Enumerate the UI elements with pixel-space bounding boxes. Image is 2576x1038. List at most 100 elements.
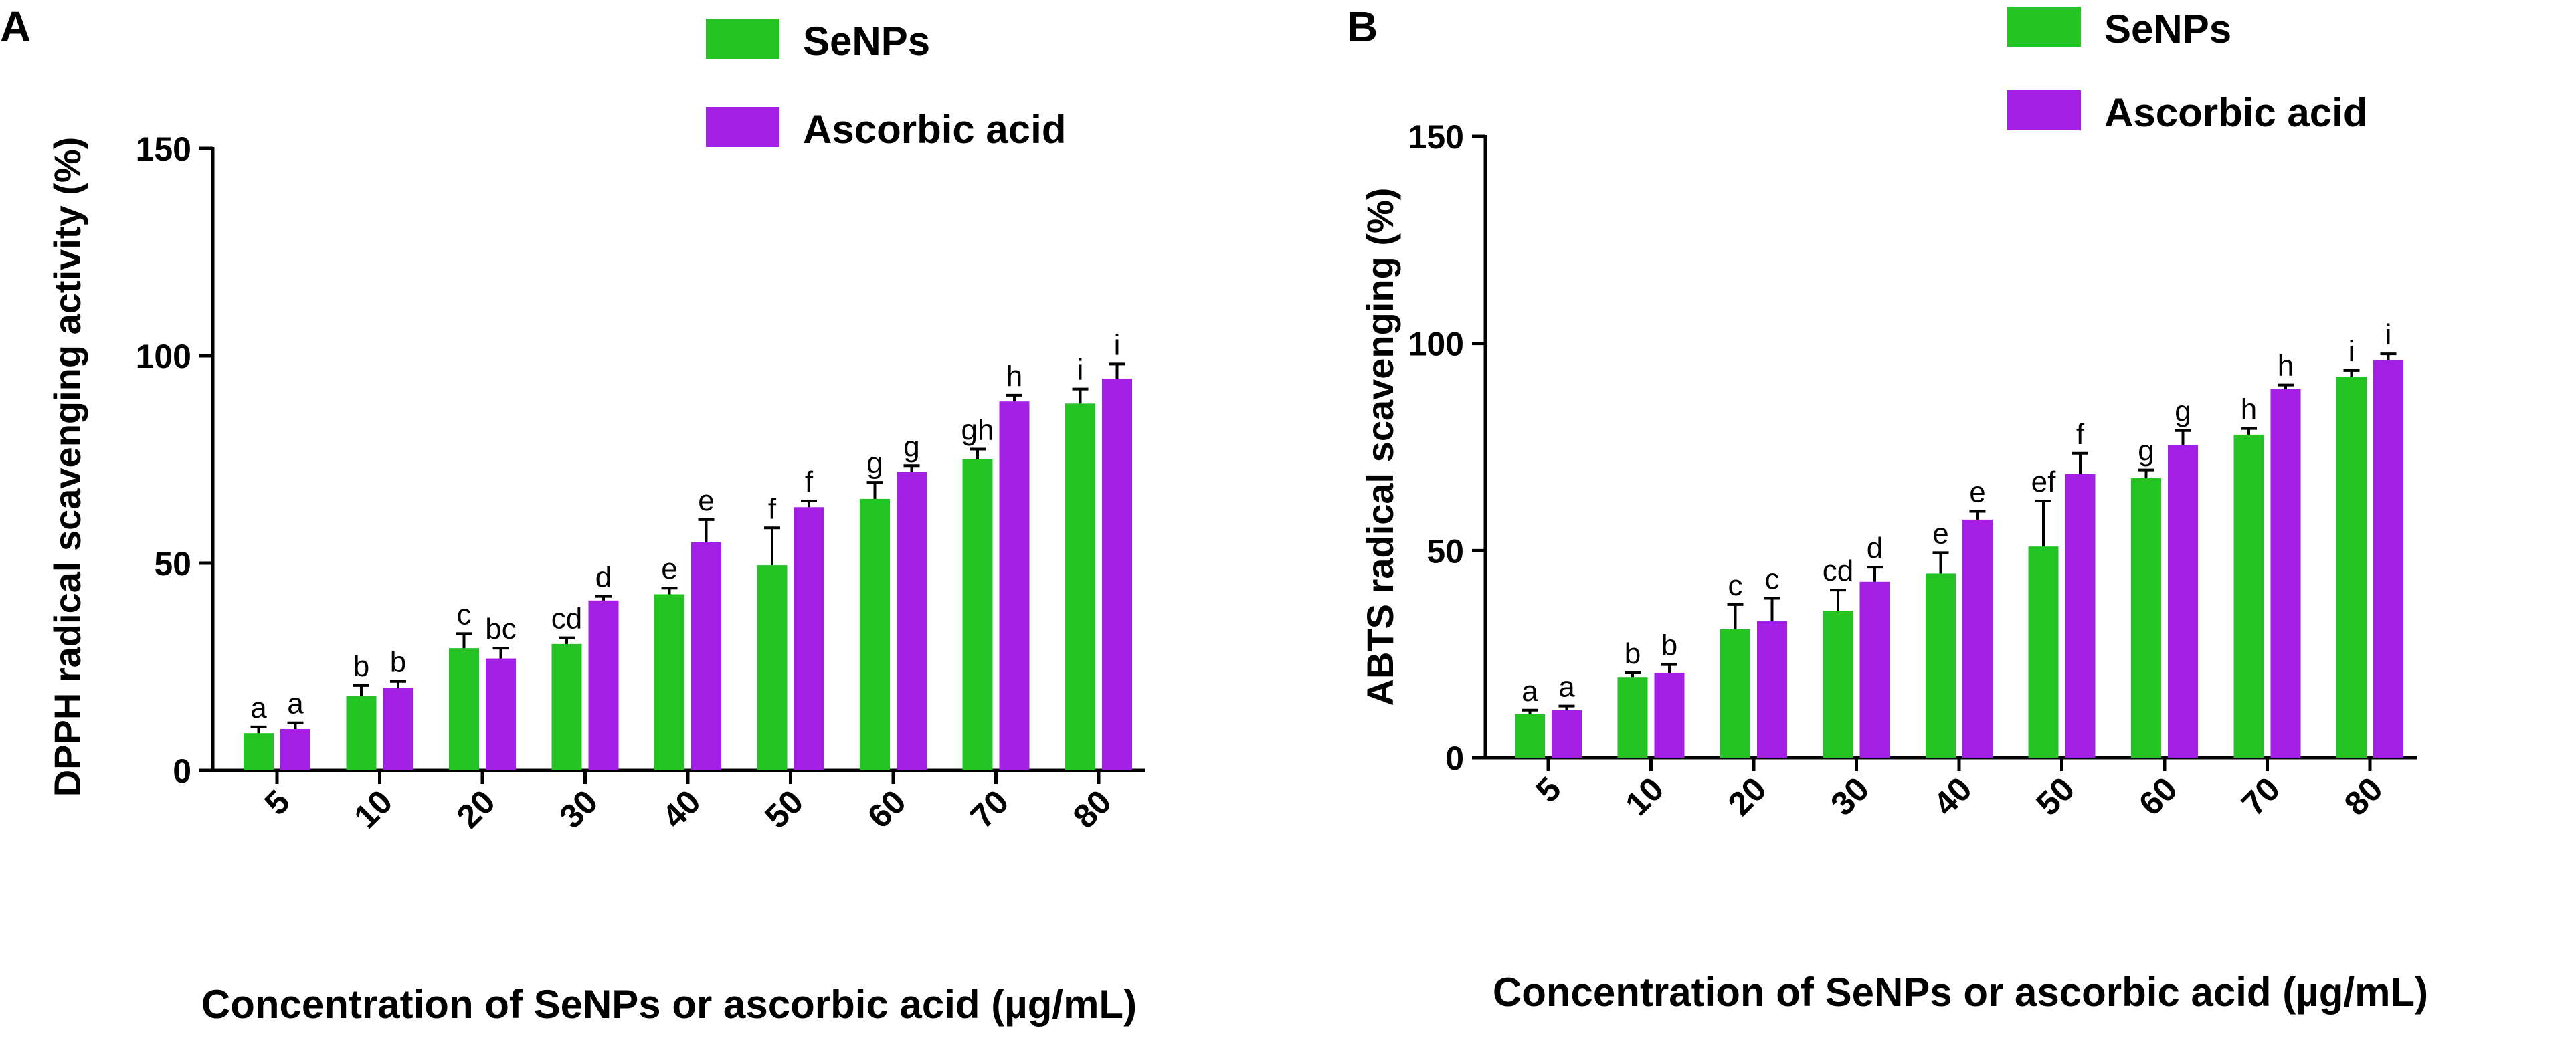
x-axis-label-a: Concentration of SeNPs or ascorbic acid … bbox=[201, 982, 1137, 1027]
significance-letter-b: h bbox=[2278, 350, 2294, 383]
significance-letter-a: g bbox=[866, 447, 883, 480]
significance-letter-a: d bbox=[595, 561, 612, 594]
x-axis-label-b: Concentration of SeNPs or ascorbic acid … bbox=[1493, 970, 2428, 1015]
bar-ascorbic-b bbox=[2168, 445, 2198, 758]
bar-ascorbic-b bbox=[1552, 710, 1582, 758]
legend-b-ascorbic-swatch bbox=[2007, 90, 2081, 130]
panel-a: A SeNPs Ascorbic acid DPPH radical scave… bbox=[0, 3, 1145, 1027]
y-tick-label-b: 150 bbox=[1408, 118, 1464, 156]
significance-letter-b: i bbox=[2385, 318, 2392, 351]
x-tick-label-b: 20 bbox=[1721, 770, 1774, 823]
x-tick-label-b: 5 bbox=[1529, 770, 1568, 809]
bar-ascorbic-b bbox=[1859, 581, 1890, 758]
panel-a-label: A bbox=[0, 3, 31, 51]
bar-ascorbic-a bbox=[1102, 379, 1132, 770]
bar-ascorbic-a bbox=[794, 507, 824, 770]
legend-a: SeNPs Ascorbic acid bbox=[706, 19, 1067, 152]
x-tick-label-a: 30 bbox=[552, 783, 605, 835]
panel-b: B SeNPs Ascorbic acid ABTS radical scave… bbox=[1347, 3, 2428, 1015]
x-tick-label-a: 20 bbox=[450, 783, 502, 835]
significance-letter-a: f bbox=[805, 465, 814, 498]
bar-senps-b bbox=[1515, 714, 1545, 758]
x-tick-label-a: 80 bbox=[1066, 783, 1119, 835]
significance-letter-b: e bbox=[1932, 517, 1948, 550]
bar-senps-a bbox=[244, 733, 274, 770]
significance-letter-a: i bbox=[1114, 328, 1121, 361]
x-tick-label-a: 40 bbox=[655, 783, 708, 835]
x-tick-label-a: 10 bbox=[347, 783, 399, 835]
y-tick-label-b: 0 bbox=[1445, 740, 1464, 777]
x-tick-label-a: 50 bbox=[757, 783, 810, 835]
significance-letter-a: cd bbox=[551, 603, 582, 635]
bar-ascorbic-a bbox=[486, 658, 516, 770]
significance-letter-a: f bbox=[768, 492, 777, 525]
bar-senps-a bbox=[860, 498, 890, 770]
bar-senps-b bbox=[1720, 629, 1750, 758]
x-tick-label-b: 40 bbox=[1926, 770, 1979, 823]
significance-letter-b: cd bbox=[1823, 554, 1853, 587]
significance-letter-a: h bbox=[1006, 360, 1022, 393]
bar-senps-a bbox=[757, 565, 788, 770]
bar-ascorbic-a bbox=[383, 688, 413, 770]
bar-senps-b bbox=[1823, 611, 1853, 758]
bar-ascorbic-a bbox=[897, 472, 927, 770]
x-tick-label-b: 70 bbox=[2234, 770, 2287, 823]
y-tick-label-a: 100 bbox=[136, 338, 191, 375]
significance-letter-b: i bbox=[2349, 335, 2355, 368]
panel-b-label: B bbox=[1347, 3, 1378, 51]
y-axis-label-a: DPPH radical scavenging activity (%) bbox=[46, 137, 88, 797]
bar-ascorbic-b bbox=[2065, 474, 2096, 758]
y-tick-label-a: 50 bbox=[154, 545, 191, 583]
x-tick-label-a: 70 bbox=[963, 783, 1016, 835]
significance-letter-b: g bbox=[2138, 435, 2154, 468]
significance-letter-a: c bbox=[457, 598, 472, 631]
bar-ascorbic-b bbox=[1962, 519, 1993, 758]
significance-letter-b: d bbox=[1867, 532, 1883, 564]
legend-a-senps-swatch bbox=[706, 19, 779, 59]
significance-letter-b: ef bbox=[2031, 465, 2056, 498]
bar-senps-a bbox=[654, 594, 684, 770]
legend-b: SeNPs Ascorbic acid bbox=[2007, 7, 2368, 135]
significance-letter-b: a bbox=[1522, 675, 1538, 708]
significance-letter-b: g bbox=[2175, 395, 2191, 428]
significance-letter-b: a bbox=[1558, 671, 1575, 704]
significance-letter-a: e bbox=[698, 484, 714, 517]
bar-senps-a bbox=[346, 696, 377, 770]
bar-ascorbic-b bbox=[1757, 621, 1787, 758]
significance-letter-a: b bbox=[390, 646, 406, 679]
bar-senps-a bbox=[1065, 403, 1095, 770]
significance-letter-a: a bbox=[250, 692, 267, 724]
bar-ascorbic-a bbox=[588, 600, 619, 770]
bar-senps-b bbox=[1926, 573, 1956, 758]
bar-senps-b bbox=[2233, 434, 2264, 758]
plot-area-b: 0 50 100 150 5 a a 10 b b 20 c c 30 cdd 40 ee 50 eff 60 gg 70… bbox=[1408, 118, 2417, 823]
significance-letter-a: b bbox=[353, 650, 369, 683]
significance-letter-b: e bbox=[1969, 476, 1985, 508]
significance-letter-a: e bbox=[661, 552, 677, 585]
legend-a-ascorbic-label: Ascorbic acid bbox=[803, 107, 1067, 152]
bar-ascorbic-b bbox=[2373, 360, 2403, 758]
significance-letter-b: b bbox=[1661, 629, 1677, 662]
bar-senps-a bbox=[962, 459, 993, 770]
bar-ascorbic-a bbox=[999, 401, 1030, 770]
bar-ascorbic-a bbox=[280, 729, 310, 770]
y-tick-label-b: 100 bbox=[1408, 326, 1464, 363]
significance-letter-b: b bbox=[1625, 637, 1641, 670]
bar-ascorbic-b bbox=[1654, 673, 1685, 758]
x-tick-label-b: 30 bbox=[1823, 770, 1876, 823]
bar-senps-b bbox=[2336, 377, 2367, 758]
bar-senps-b bbox=[1617, 677, 1648, 758]
bar-senps-a bbox=[551, 643, 582, 770]
legend-b-senps-label: SeNPs bbox=[2104, 7, 2231, 51]
legend-a-ascorbic-swatch bbox=[706, 107, 779, 147]
y-tick-label-a: 0 bbox=[173, 752, 191, 790]
significance-letter-b: c bbox=[1765, 563, 1780, 596]
legend-b-senps-swatch bbox=[2007, 7, 2081, 47]
x-tick-label-b: 80 bbox=[2337, 770, 2390, 823]
plot-area-a: 0 50 100 150 5 a a 10 b b 20 c bc 30 cdd 40 e e 50 ff 60 gg 70… bbox=[136, 130, 1145, 835]
significance-letter-a: g bbox=[903, 430, 919, 463]
significance-letter-a: gh bbox=[961, 414, 994, 447]
significance-letter-b: c bbox=[1728, 569, 1743, 602]
legend-a-senps-label: SeNPs bbox=[803, 19, 930, 64]
